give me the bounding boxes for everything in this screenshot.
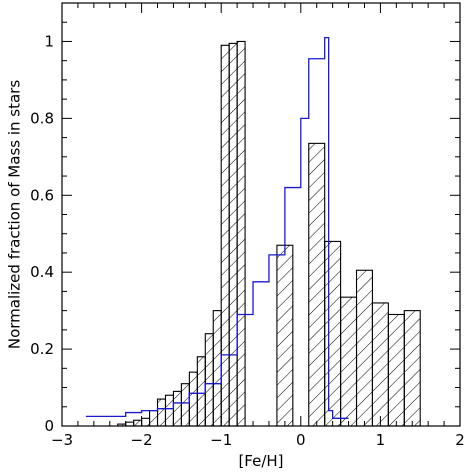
x-tick-label: −2	[131, 431, 153, 449]
histogram-bar	[308, 142, 326, 427]
histogram-bar	[156, 398, 167, 427]
histogram-bar	[236, 40, 246, 427]
histogram-bar	[196, 356, 206, 427]
histogram-bar	[172, 390, 182, 427]
histogram-bar	[387, 313, 405, 427]
y-tick-label: 0	[44, 417, 54, 435]
x-tick-label: 2	[455, 431, 465, 449]
axis-ticks: −3 −2 −1 0 1 2 0 0.2 0.4 0.6 0.8 1	[30, 2, 465, 449]
histogram-bar	[180, 383, 190, 427]
hatched-histogram	[117, 40, 421, 427]
y-tick-label: 0.4	[30, 263, 54, 281]
histogram-bar	[212, 310, 222, 427]
step-line	[85, 36, 349, 419]
y-axis-label: Normalized fraction of Mass in stars	[5, 80, 23, 349]
y-tick-label: 1	[44, 32, 54, 50]
histogram-bar	[403, 310, 421, 427]
histogram-bar	[355, 269, 373, 427]
histogram-bar	[188, 371, 198, 427]
histogram-bar	[164, 394, 174, 427]
histogram-bar	[324, 240, 342, 427]
histogram-bar	[220, 44, 230, 427]
x-tick-label: 0	[296, 431, 306, 449]
histogram-bar	[204, 333, 214, 427]
histogram-bar	[133, 419, 143, 427]
x-axis-label: [Fe/H]	[238, 452, 283, 470]
histogram-bar	[340, 296, 358, 427]
y-tick-label: 0.8	[30, 109, 54, 127]
y-tick-label: 0.6	[30, 186, 54, 204]
histogram-bar	[371, 302, 389, 427]
x-tick-label: −3	[51, 431, 73, 449]
step-line-series	[85, 36, 349, 419]
y-tick-label: 0.2	[30, 340, 54, 358]
x-tick-label: −1	[210, 431, 232, 449]
histogram-bar	[149, 410, 159, 427]
x-tick-label: 1	[376, 431, 386, 449]
histogram-bar	[141, 417, 151, 427]
histogram-bar	[228, 42, 238, 427]
histogram-bar	[276, 244, 294, 427]
